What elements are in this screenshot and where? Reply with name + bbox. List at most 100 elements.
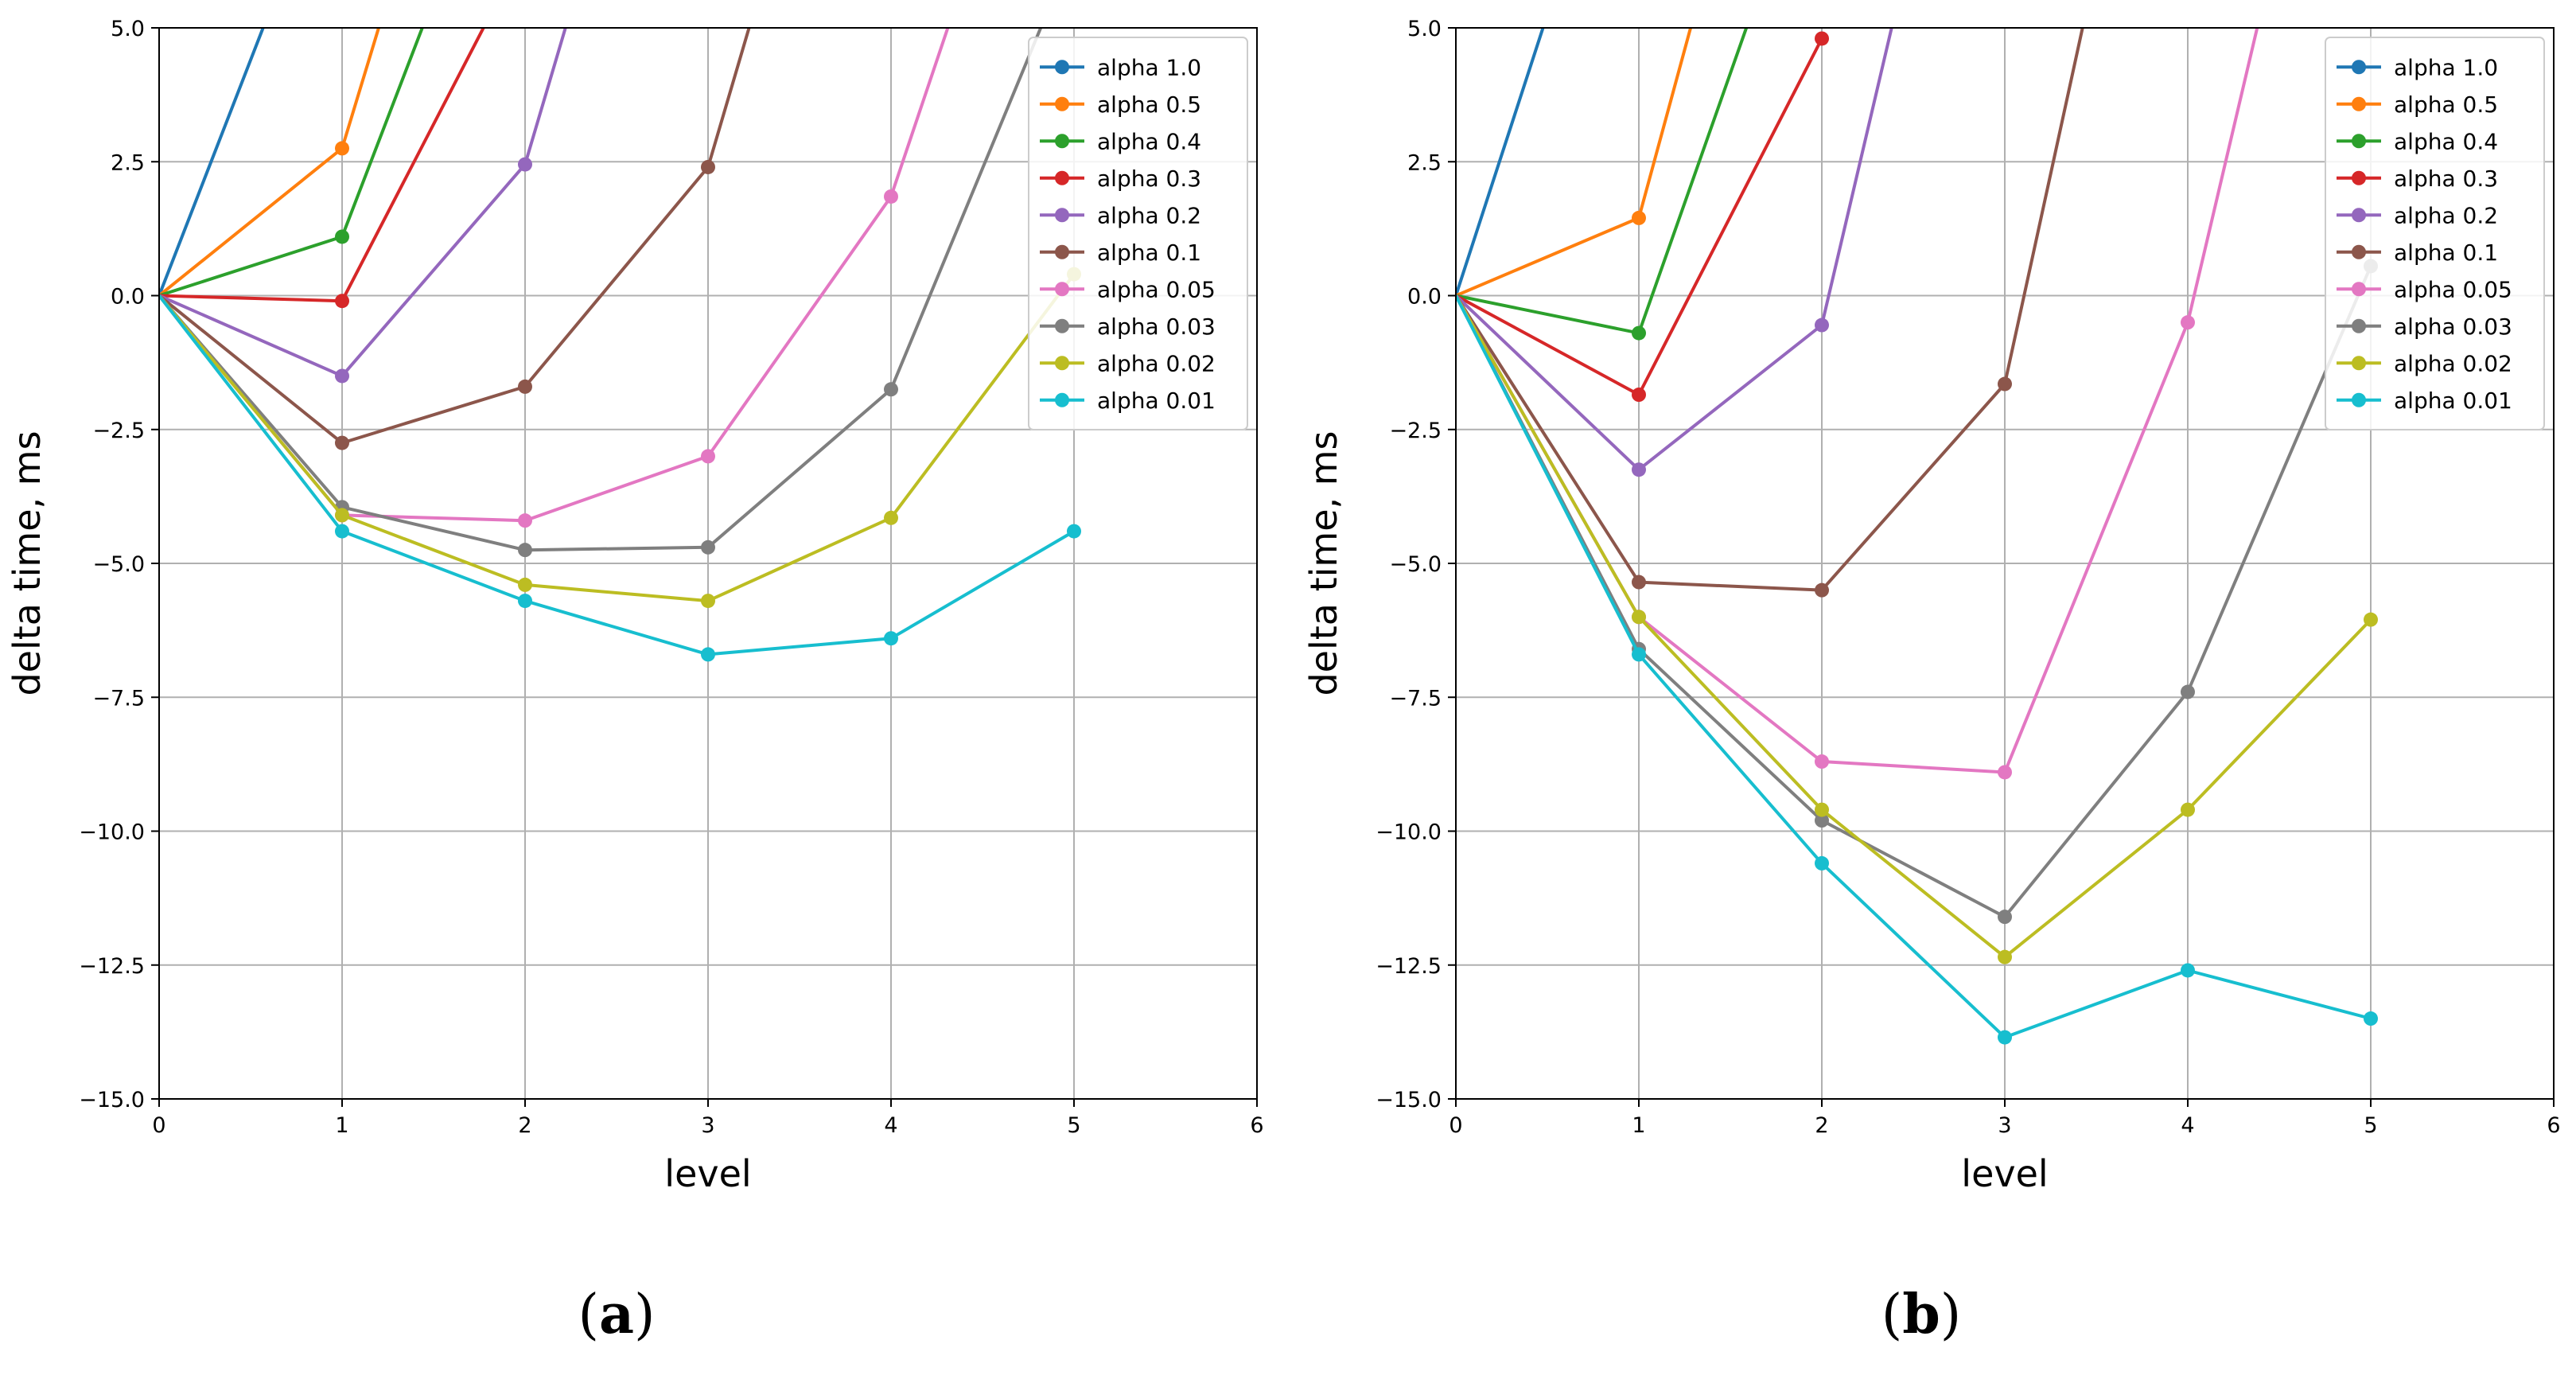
- data-point: [518, 379, 532, 394]
- data-point: [2364, 612, 2378, 627]
- series-alpha-0_1: [159, 28, 751, 450]
- data-point: [1632, 210, 1646, 225]
- legend-swatch-marker: [1055, 60, 1069, 75]
- data-point: [2181, 315, 2195, 330]
- x-tick-label: 4: [2181, 1113, 2194, 1138]
- data-point: [1998, 765, 2012, 780]
- data-point: [701, 647, 715, 662]
- y-tick-label: 5.0: [1407, 17, 1442, 41]
- legend-box: [1028, 37, 1248, 430]
- legend-entry: alpha 0.1: [1040, 240, 1201, 266]
- x-tick-label: 6: [2547, 1113, 2560, 1138]
- y-tick-label: −7.5: [92, 686, 145, 711]
- legend-entry: alpha 0.05: [2337, 276, 2512, 302]
- data-point: [335, 294, 349, 309]
- y-tick-label: −7.5: [1389, 686, 1442, 711]
- series-alpha-0_01: [159, 294, 1081, 662]
- data-point: [1632, 462, 1646, 477]
- x-tick-label: 2: [1815, 1113, 1828, 1138]
- x-tick-label: 1: [1632, 1113, 1645, 1138]
- legend-entry: alpha 0.4: [2337, 128, 2498, 154]
- series-alpha-0_5: [1456, 28, 1693, 298]
- data-point: [701, 159, 715, 174]
- legend-label: alpha 0.03: [1097, 314, 1216, 340]
- data-point: [701, 449, 715, 464]
- series-alpha-0_02: [1456, 294, 2378, 964]
- series-alpha-1_0: [159, 28, 265, 297]
- chart-panel-b: 0 1 2 3 4 5 6 5.0 2.5 0.0 −2.5 −5.0 −7.5 −10.0 −12.5 −1…: [1302, 17, 2561, 1346]
- x-axis: 0 1 2 3 4 5 6: [152, 1099, 1264, 1138]
- legend-swatch-marker: [1055, 318, 1069, 333]
- y-tick-label: 2.5: [1407, 150, 1442, 175]
- series-line: [159, 273, 1076, 603]
- data-point: [1998, 1030, 2012, 1045]
- data-point: [1815, 754, 1829, 769]
- legend-entry: alpha 0.03: [1040, 314, 1216, 340]
- data-point: [1632, 647, 1646, 662]
- data-point: [1067, 524, 1081, 539]
- legend-entry: alpha 0.03: [2337, 314, 2512, 340]
- caption-open-paren: (: [578, 1284, 599, 1346]
- series-alpha-0_5: [159, 28, 381, 298]
- x-tick-label: 2: [518, 1113, 531, 1138]
- legend-label: alpha 0.5: [2394, 92, 2498, 118]
- legend-swatch-marker: [2352, 392, 2366, 407]
- legend-swatch-marker: [2352, 134, 2366, 149]
- series-alpha-0_3: [1456, 31, 1829, 403]
- y-tick-label: −2.5: [92, 419, 145, 443]
- data-point: [2181, 802, 2195, 817]
- data-point: [518, 594, 532, 609]
- data-point: [1632, 575, 1646, 590]
- x-tick-label: 1: [335, 1113, 348, 1138]
- x-tick-label: 3: [701, 1113, 714, 1138]
- legend-label: alpha 0.2: [2394, 202, 2498, 228]
- series-line: [1456, 294, 2372, 1039]
- data-point: [1815, 31, 1829, 46]
- series-line: [159, 28, 567, 378]
- caption-letter: a: [599, 1283, 634, 1346]
- y-tick-label: −12.5: [1376, 954, 1442, 979]
- y-tick-label: −2.5: [1389, 419, 1442, 443]
- series-alpha-0_1: [1456, 28, 2084, 598]
- panel-caption: (a): [578, 1283, 655, 1346]
- legend-entry: alpha 0.1: [2337, 240, 2498, 266]
- data-point: [1632, 388, 1646, 403]
- x-tick-label: 0: [152, 1113, 165, 1138]
- data-point: [335, 141, 349, 156]
- legend-swatch-marker: [1055, 356, 1069, 371]
- x-axis-label: level: [664, 1152, 751, 1195]
- legend-entry: alpha 0.5: [2337, 92, 2498, 118]
- x-tick-label: 5: [1067, 1113, 1080, 1138]
- y-axis-label: delta time, ms: [1302, 430, 1345, 695]
- legend: alpha 1.0 alpha 0.5 alpha 0.4 alpha 0.3 alph…: [2325, 37, 2545, 430]
- legend-entry: alpha 0.2: [1040, 202, 1201, 228]
- chart-panel-a: 0 1 2 3 4 5 6 5.0 2.5 0.0 −2.5 −5.0 −7.5 −10.0 −12.5 −1…: [6, 17, 1264, 1346]
- y-axis-label: delta time, ms: [6, 430, 49, 695]
- y-tick-label: −5.0: [1389, 552, 1442, 577]
- legend-swatch-marker: [1055, 96, 1069, 111]
- legend-swatch-marker: [1055, 392, 1069, 407]
- y-tick-label: −15.0: [1376, 1088, 1442, 1112]
- legend-swatch-marker: [2352, 170, 2366, 185]
- legend-swatch-marker: [2352, 244, 2366, 259]
- y-tick-label: 0.0: [1407, 285, 1442, 310]
- data-point: [2364, 1011, 2378, 1027]
- data-point: [518, 513, 532, 528]
- y-tick-label: −5.0: [92, 552, 145, 577]
- series-alpha-0_2: [159, 28, 567, 384]
- data-point: [884, 510, 898, 525]
- x-axis-label: level: [1961, 1152, 2048, 1195]
- legend-swatch-marker: [1055, 244, 1069, 259]
- legend-swatch-marker: [1055, 134, 1069, 149]
- data-point: [1815, 802, 1829, 817]
- y-axis: 5.0 2.5 0.0 −2.5 −5.0 −7.5 −10.0 −12.5 −15.0: [1376, 17, 1456, 1112]
- x-axis: 0 1 2 3 4 5 6: [1449, 1099, 2561, 1138]
- legend-swatch-marker: [2352, 208, 2366, 223]
- legend-label: alpha 0.2: [1097, 202, 1201, 228]
- data-point: [701, 594, 715, 609]
- series-alpha-0_01: [1456, 294, 2378, 1045]
- data-point: [335, 229, 349, 244]
- data-point: [335, 435, 349, 450]
